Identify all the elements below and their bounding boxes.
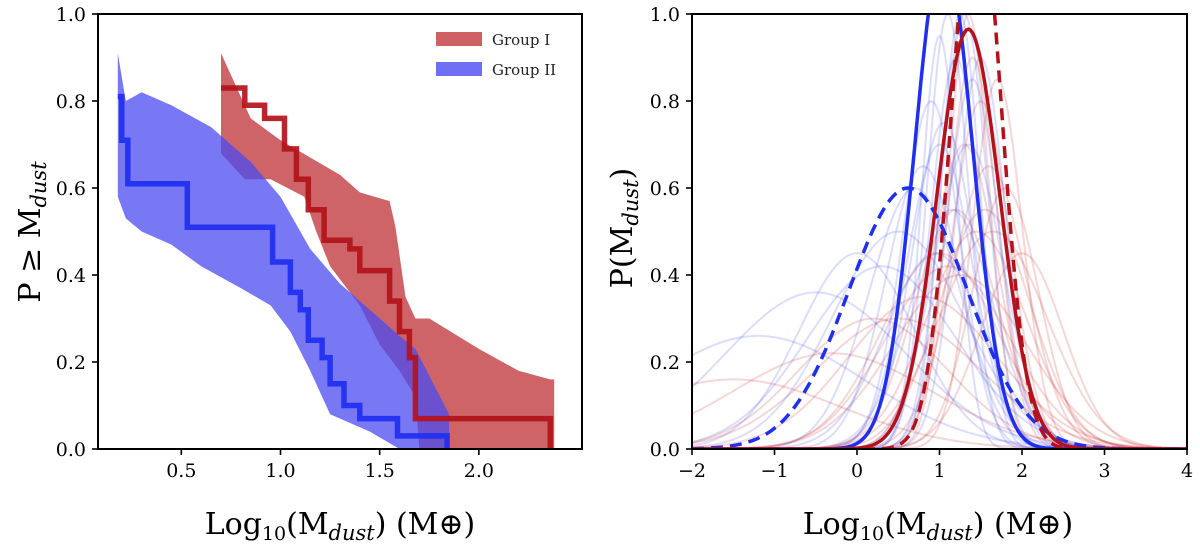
1-x-tick-label: 1 (933, 460, 945, 482)
left-ticks: 0.5 1.0 1.5 2.0 0.0 0.2 0.4 0.6 0.8 1.0 (56, 4, 494, 482)
faint-blue-curve (692, 14, 1187, 449)
faint-blue-curve (692, 121, 1187, 449)
0-y-tick-label: 0.0 (56, 439, 86, 461)
faint-blue-curve (692, 252, 1187, 449)
faint-blue-curve (692, 56, 1187, 449)
faint-blue-curve (692, 34, 1187, 449)
uncertainty-band-group-ii (117, 53, 450, 449)
left-plot-marks (117, 53, 555, 449)
faint-blue-curve (692, 56, 1187, 449)
faint-red-curve (692, 208, 1187, 449)
faint-red-curve (692, 14, 1187, 449)
left-y-axis-label: P ≥ Mdust (13, 161, 51, 303)
0-y-tick-label: 0.6 (56, 178, 86, 200)
0-x-tick-label: 2.0 (464, 460, 494, 482)
1-y-tick-label: 1.0 (650, 4, 680, 26)
faint-red-curve (692, 186, 1187, 449)
faint-red-curve (692, 99, 1187, 449)
faint-blue-curve (692, 14, 1187, 449)
legend-label-group-1: Group I (492, 31, 550, 49)
legend-swatch-group-1 (436, 32, 482, 46)
red-solid-curve (692, 27, 1187, 449)
faint-red-curve (692, 230, 1187, 449)
1-y-tick-label: 0.8 (650, 91, 680, 113)
1-y-tick-label: 0.0 (650, 439, 680, 461)
1-x-tick-label: 3 (1098, 460, 1110, 482)
faint-red-curve (692, 317, 1187, 449)
1-x-tick-label: 0 (851, 460, 863, 482)
0-x-tick-label: 1.0 (265, 460, 295, 482)
legend-label-group-2: Group II (492, 61, 556, 79)
0-y-tick-label: 0.8 (56, 91, 86, 113)
faint-blue-curve (692, 99, 1187, 449)
right-x-axis-label: Log10(Mdust) (M⊕) (803, 507, 1074, 545)
faint-red-curve (692, 265, 1187, 449)
right-ticks: −2 −1 0 1 2 3 4 0.0 0.2 0.4 0.6 0.8 1.0 (650, 4, 1193, 482)
0-y-tick-label: 0.2 (56, 352, 86, 374)
0-y-tick-label: 1.0 (56, 4, 86, 26)
faint-red-curve (692, 143, 1187, 449)
faint-blue-curve (692, 143, 1187, 449)
1-y-tick-label: 0.2 (650, 352, 680, 374)
1-x-tick-label: −1 (760, 460, 788, 482)
1-y-tick-label: 0.4 (650, 265, 680, 287)
right-panel: −2 −1 0 1 2 3 4 0.0 0.2 0.4 0.6 0.8 1.0 Log10(Mdust)… (605, 4, 1193, 545)
0-x-tick-label: 1.5 (365, 460, 395, 482)
faint-red-curve (692, 273, 1187, 449)
faint-red-curve (692, 78, 1187, 449)
left-axes-frame (97, 13, 583, 450)
right-y-axis-label: P(Mdust) (605, 168, 643, 289)
faint-red-curve (692, 56, 1187, 449)
1-x-tick-label: −2 (678, 460, 706, 482)
1-y-tick-label: 0.6 (650, 178, 680, 200)
cumulative-step-line-group-ii (117, 93, 450, 449)
left-panel: 0.5 1.0 1.5 2.0 0.0 0.2 0.4 0.6 0.8 1.0 Group I G… (13, 4, 583, 545)
faint-blue-curve (692, 186, 1187, 449)
cumulative-step-line-group-i (221, 85, 554, 449)
0-x-tick-label: 0.5 (166, 460, 196, 482)
1-x-tick-label: 4 (1181, 460, 1193, 482)
faint-blue-curve (692, 14, 1187, 449)
uncertainty-band-group-i (221, 53, 555, 449)
right-plot-marks (692, 14, 1187, 449)
faint-blue-curve (692, 230, 1187, 449)
legend-swatch-group-2 (436, 62, 482, 76)
left-x-axis-label: Log10(Mdust) (M⊕) (205, 507, 476, 545)
0-y-tick-label: 0.4 (56, 265, 86, 287)
faint-red-curve (692, 252, 1187, 449)
faint-red-curve (692, 317, 1187, 449)
1-x-tick-label: 2 (1016, 460, 1028, 482)
faint-red-curve (692, 230, 1187, 449)
legend: Group I Group II (436, 31, 556, 79)
